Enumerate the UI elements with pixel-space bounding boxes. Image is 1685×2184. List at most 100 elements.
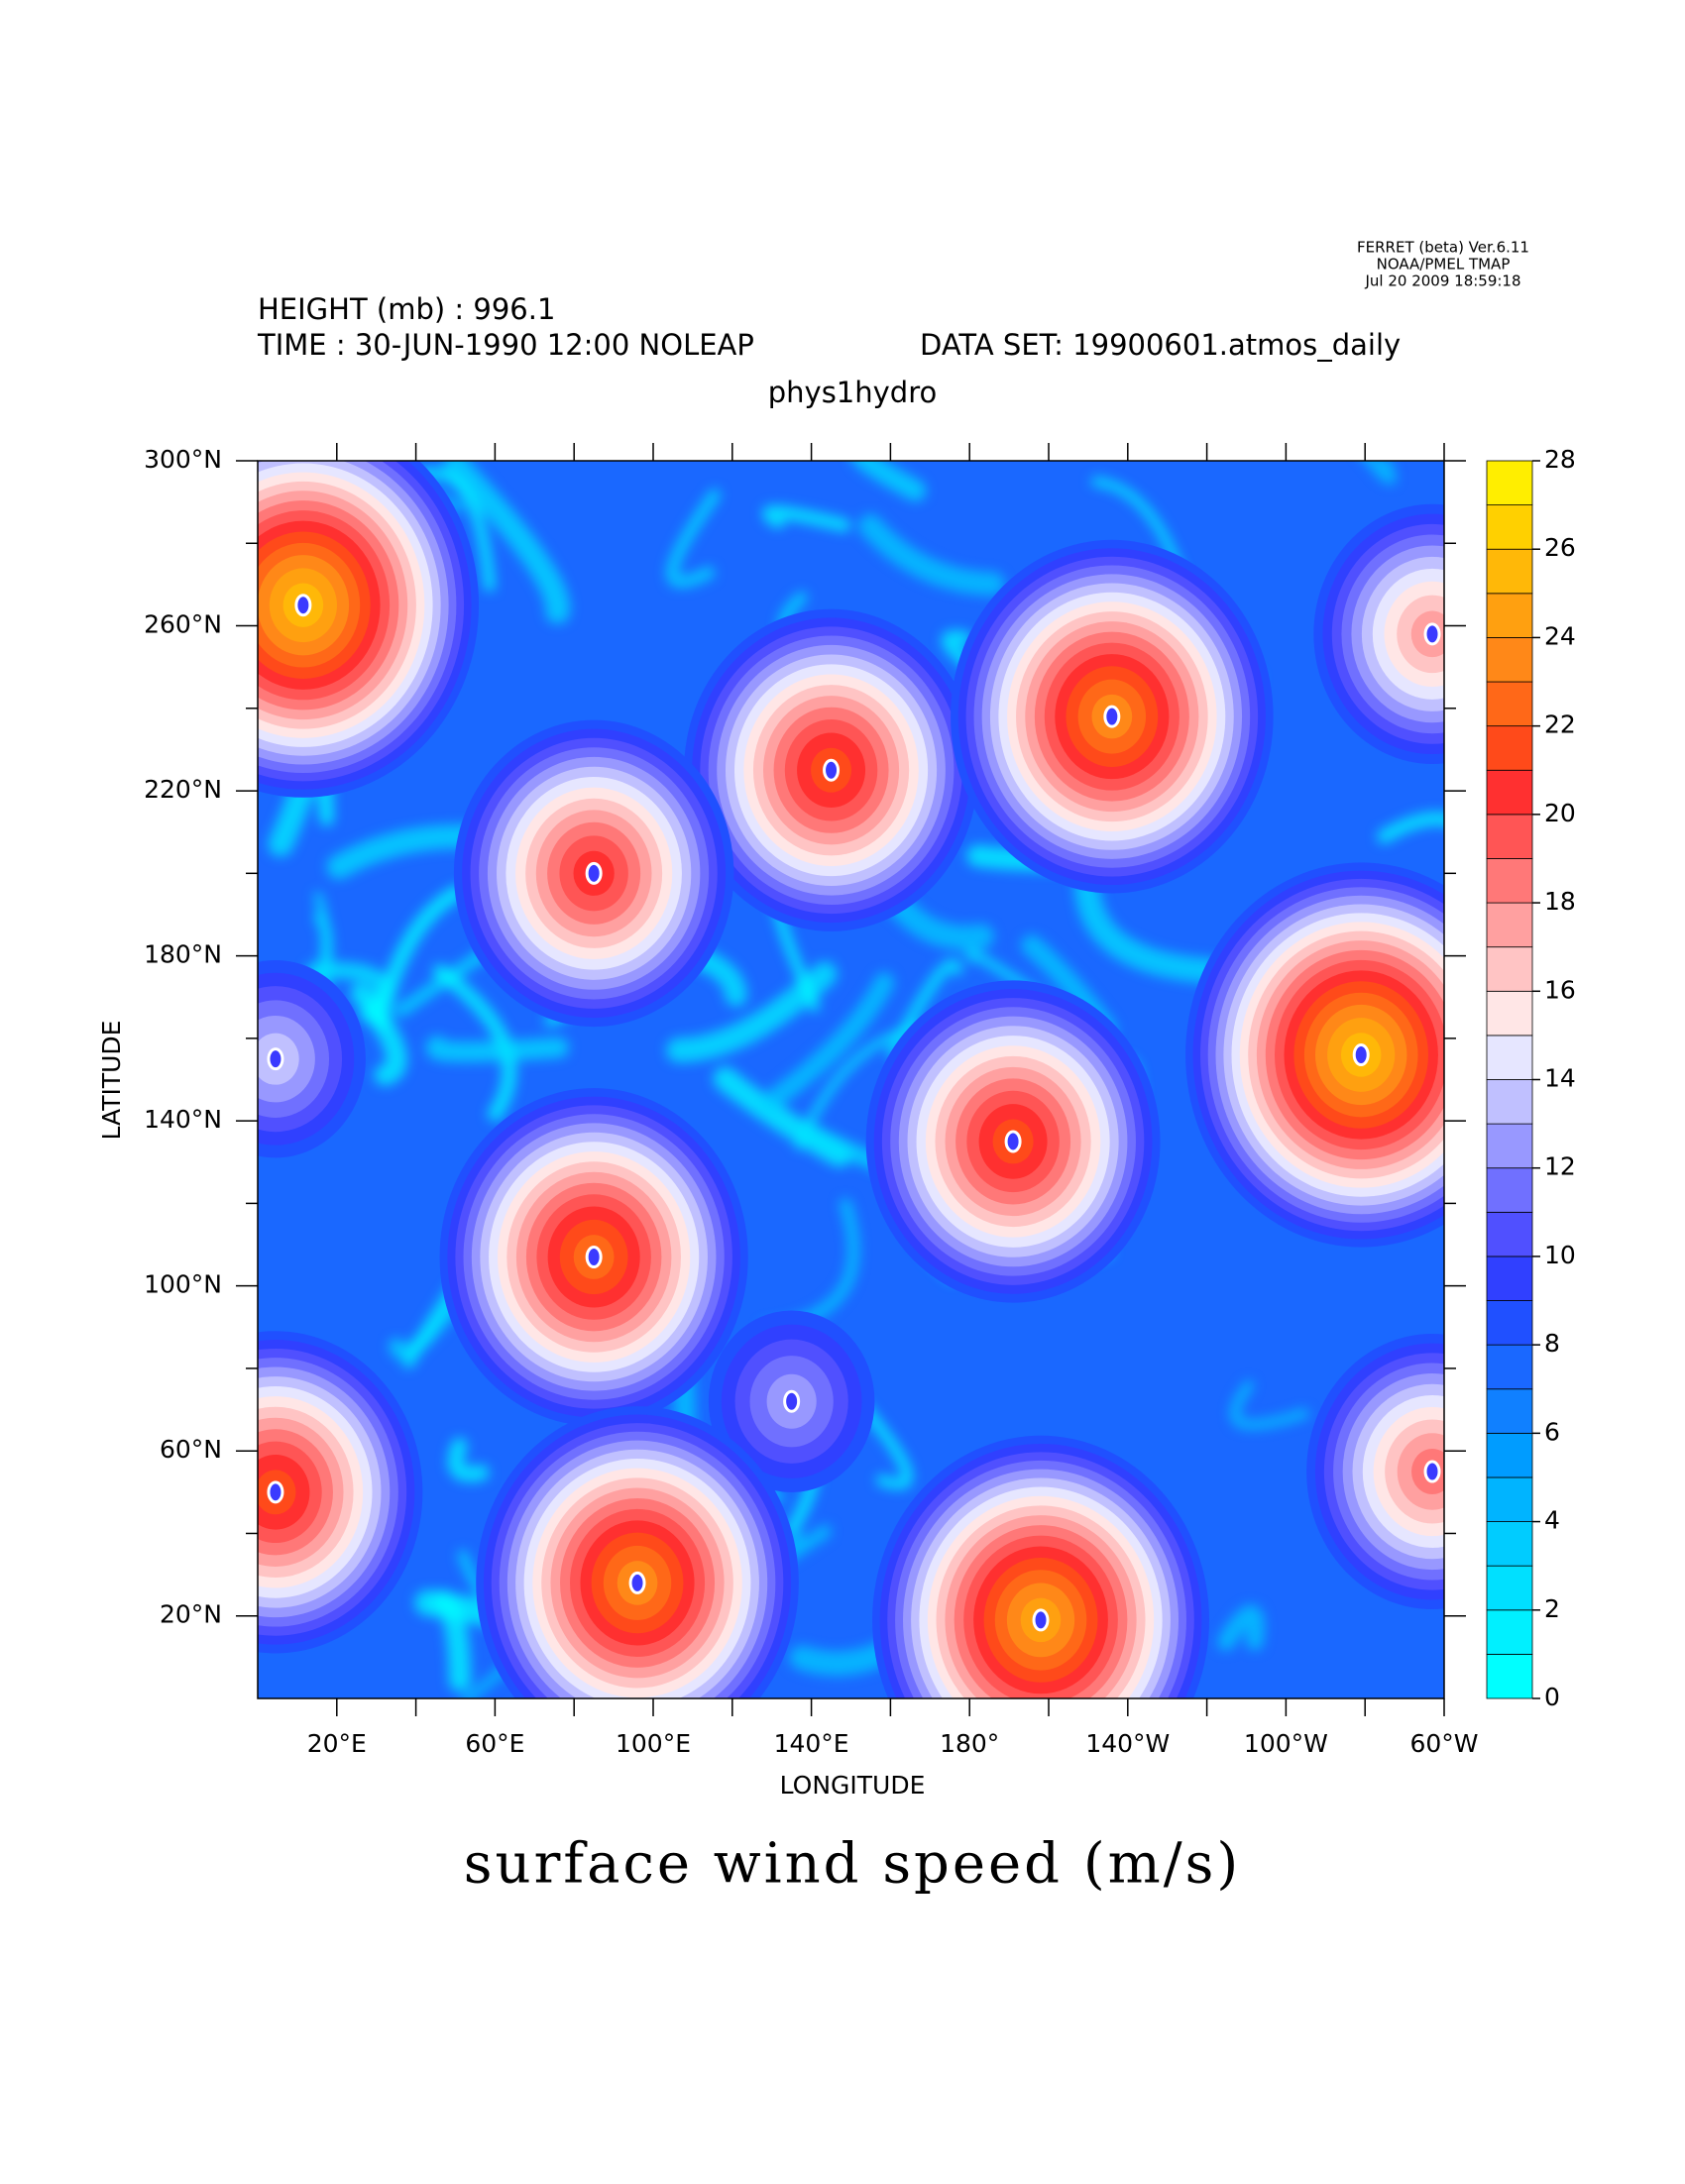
plot-area [258,461,1444,1698]
x-axis-label: LONGITUDE [780,1771,926,1800]
colorbar-swatch [1486,1388,1533,1434]
vortex-center [823,758,841,782]
filament [1364,461,1397,486]
filament [447,1438,490,1482]
vortex [1313,503,1444,764]
colorbar-swatch [1486,637,1533,683]
vortex [1306,1334,1444,1609]
vortex-center [585,1246,603,1269]
y-tick-label: 260°N [144,610,222,639]
filament [350,982,407,1086]
x-tick-label: 140°W [1085,1729,1170,1758]
colorbar-swatch [1486,1167,1533,1213]
vortex-center [294,594,312,617]
software-label: FERRET (beta) Ver.6.11 [1357,239,1529,257]
colorbar-label: 6 [1544,1417,1560,1446]
x-tick-label: 60°W [1409,1729,1478,1758]
y-tick-label: 180°N [144,940,222,969]
filament [666,489,722,589]
colorbar-label: 24 [1544,621,1576,650]
colorbar-swatch [1486,460,1533,506]
x-tick-label: 140°E [774,1729,849,1758]
colorbar-swatch [1486,504,1533,550]
colorbar-swatch [1486,1432,1533,1478]
vortex-center [1423,622,1441,646]
colorbar-label: 12 [1544,1152,1576,1181]
y-axis-label: LATITUDE [97,1021,126,1141]
colorbar-label: 26 [1544,533,1576,562]
filament [1217,1604,1265,1651]
chart-title: surface wind speed (m/s) [464,1832,1241,1897]
vortex-center [628,1571,646,1594]
filament [761,504,851,532]
colorbar-swatch [1486,858,1533,904]
filament [372,885,465,1031]
filament [425,1036,569,1062]
vortex [708,1310,875,1493]
y-tick-label: 60°N [160,1435,222,1464]
y-tick-label: 140°N [144,1105,222,1134]
colorbar-label: 16 [1544,975,1576,1004]
colorbar-swatch [1486,1609,1533,1655]
vortex-center [585,861,603,885]
colorbar-label: 8 [1544,1329,1560,1358]
filament [443,461,570,624]
x-tick-label: 180° [940,1729,999,1758]
x-tick-label: 60°E [465,1729,524,1758]
colorbar-swatch [1486,1476,1533,1522]
colorbar-swatch [1486,1035,1533,1080]
vortex [684,608,978,931]
timestamp: Jul 20 2009 18:59:18 [1364,273,1520,290]
colorbar-swatch [1486,1344,1533,1390]
vortex [258,461,479,798]
colorbar-label: 18 [1544,887,1576,916]
vortex-center [783,1389,801,1413]
filament [1229,1380,1309,1430]
vortex [1185,862,1444,1248]
vortex [476,1406,799,1698]
vortex [258,960,366,1158]
y-tick-label: 300°N [144,445,222,474]
info-line: HEIGHT (mb) : 996.1 [258,292,555,326]
colorbar-swatch [1486,1256,1533,1301]
x-tick-label: 20°E [307,1729,367,1758]
colorbar-swatch [1486,725,1533,771]
colorbar-swatch [1486,990,1533,1037]
info-line: TIME : 30-JUN-1990 12:00 NOLEAP [257,328,754,362]
y-tick-label: 220°N [144,775,222,804]
colorbar-label: 0 [1544,1683,1560,1711]
filament [761,972,895,1112]
x-tick-label: 100°W [1244,1729,1328,1758]
colorbar-swatch [1486,1653,1533,1699]
colorbar-label: 10 [1544,1241,1576,1269]
vortex [865,980,1161,1303]
vortex [872,1435,1209,1698]
vortex-center [1423,1460,1441,1483]
dataset-label: DATA SET: 19900601.atmos_daily [920,328,1401,362]
software-label: NOAA/PMEL TMAP [1377,256,1511,273]
subtitle: phys1hydro [768,376,938,409]
colorbar-swatch [1486,548,1533,595]
colorbar-label: 4 [1544,1506,1560,1535]
filament [858,513,1005,597]
colorbar-swatch [1486,681,1533,727]
vortex [951,539,1274,894]
vortex [453,719,734,1028]
colorbar-swatch [1486,769,1533,816]
colorbar-label: 22 [1544,710,1576,739]
colorbar-swatch [1486,814,1533,859]
colorbar-label: 20 [1544,799,1576,827]
colorbar-swatch [1486,1300,1533,1346]
vortex [439,1088,748,1427]
vortex-center [1352,1043,1370,1067]
vortex-center [267,1480,284,1504]
vortex-center [1004,1130,1022,1153]
y-tick-label: 20°N [160,1600,222,1629]
colorbar-swatch [1486,902,1533,948]
colorbar-swatch [1486,1123,1533,1169]
vortex-center [267,1047,284,1071]
colorbar-swatch [1486,1565,1533,1611]
vortex-center [1103,705,1121,728]
colorbar-swatch [1486,946,1533,992]
